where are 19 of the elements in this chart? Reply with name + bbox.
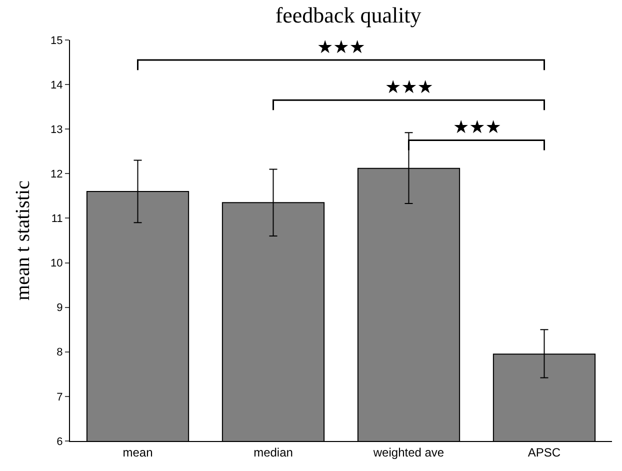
annotation: ★★★ bbox=[317, 37, 366, 58]
y-tick-label: 10 bbox=[50, 258, 63, 270]
chart-title: feedback quality bbox=[275, 2, 422, 28]
y-tick-label: 13 bbox=[50, 124, 63, 136]
y-tick-label: 15 bbox=[50, 34, 63, 47]
x-tick-label: median bbox=[254, 445, 293, 460]
y-tick-label: 14 bbox=[50, 79, 63, 92]
y-tick-label: 8 bbox=[56, 346, 63, 359]
y-axis-title: mean t statistic bbox=[12, 180, 34, 300]
y-tick-label: 12 bbox=[50, 168, 63, 181]
annotation: ★★★ bbox=[453, 117, 502, 138]
y-tick-label: 6 bbox=[56, 436, 63, 448]
x-tick-label: mean bbox=[122, 445, 153, 460]
x-tick-label: APSC bbox=[528, 445, 561, 460]
annotation: ★★★ bbox=[385, 77, 434, 98]
y-tick-label: 11 bbox=[51, 213, 63, 226]
y-tick-label: 9 bbox=[56, 302, 63, 314]
y-tick-label: 7 bbox=[56, 391, 63, 404]
x-tick-label: weighted ave bbox=[372, 445, 444, 460]
